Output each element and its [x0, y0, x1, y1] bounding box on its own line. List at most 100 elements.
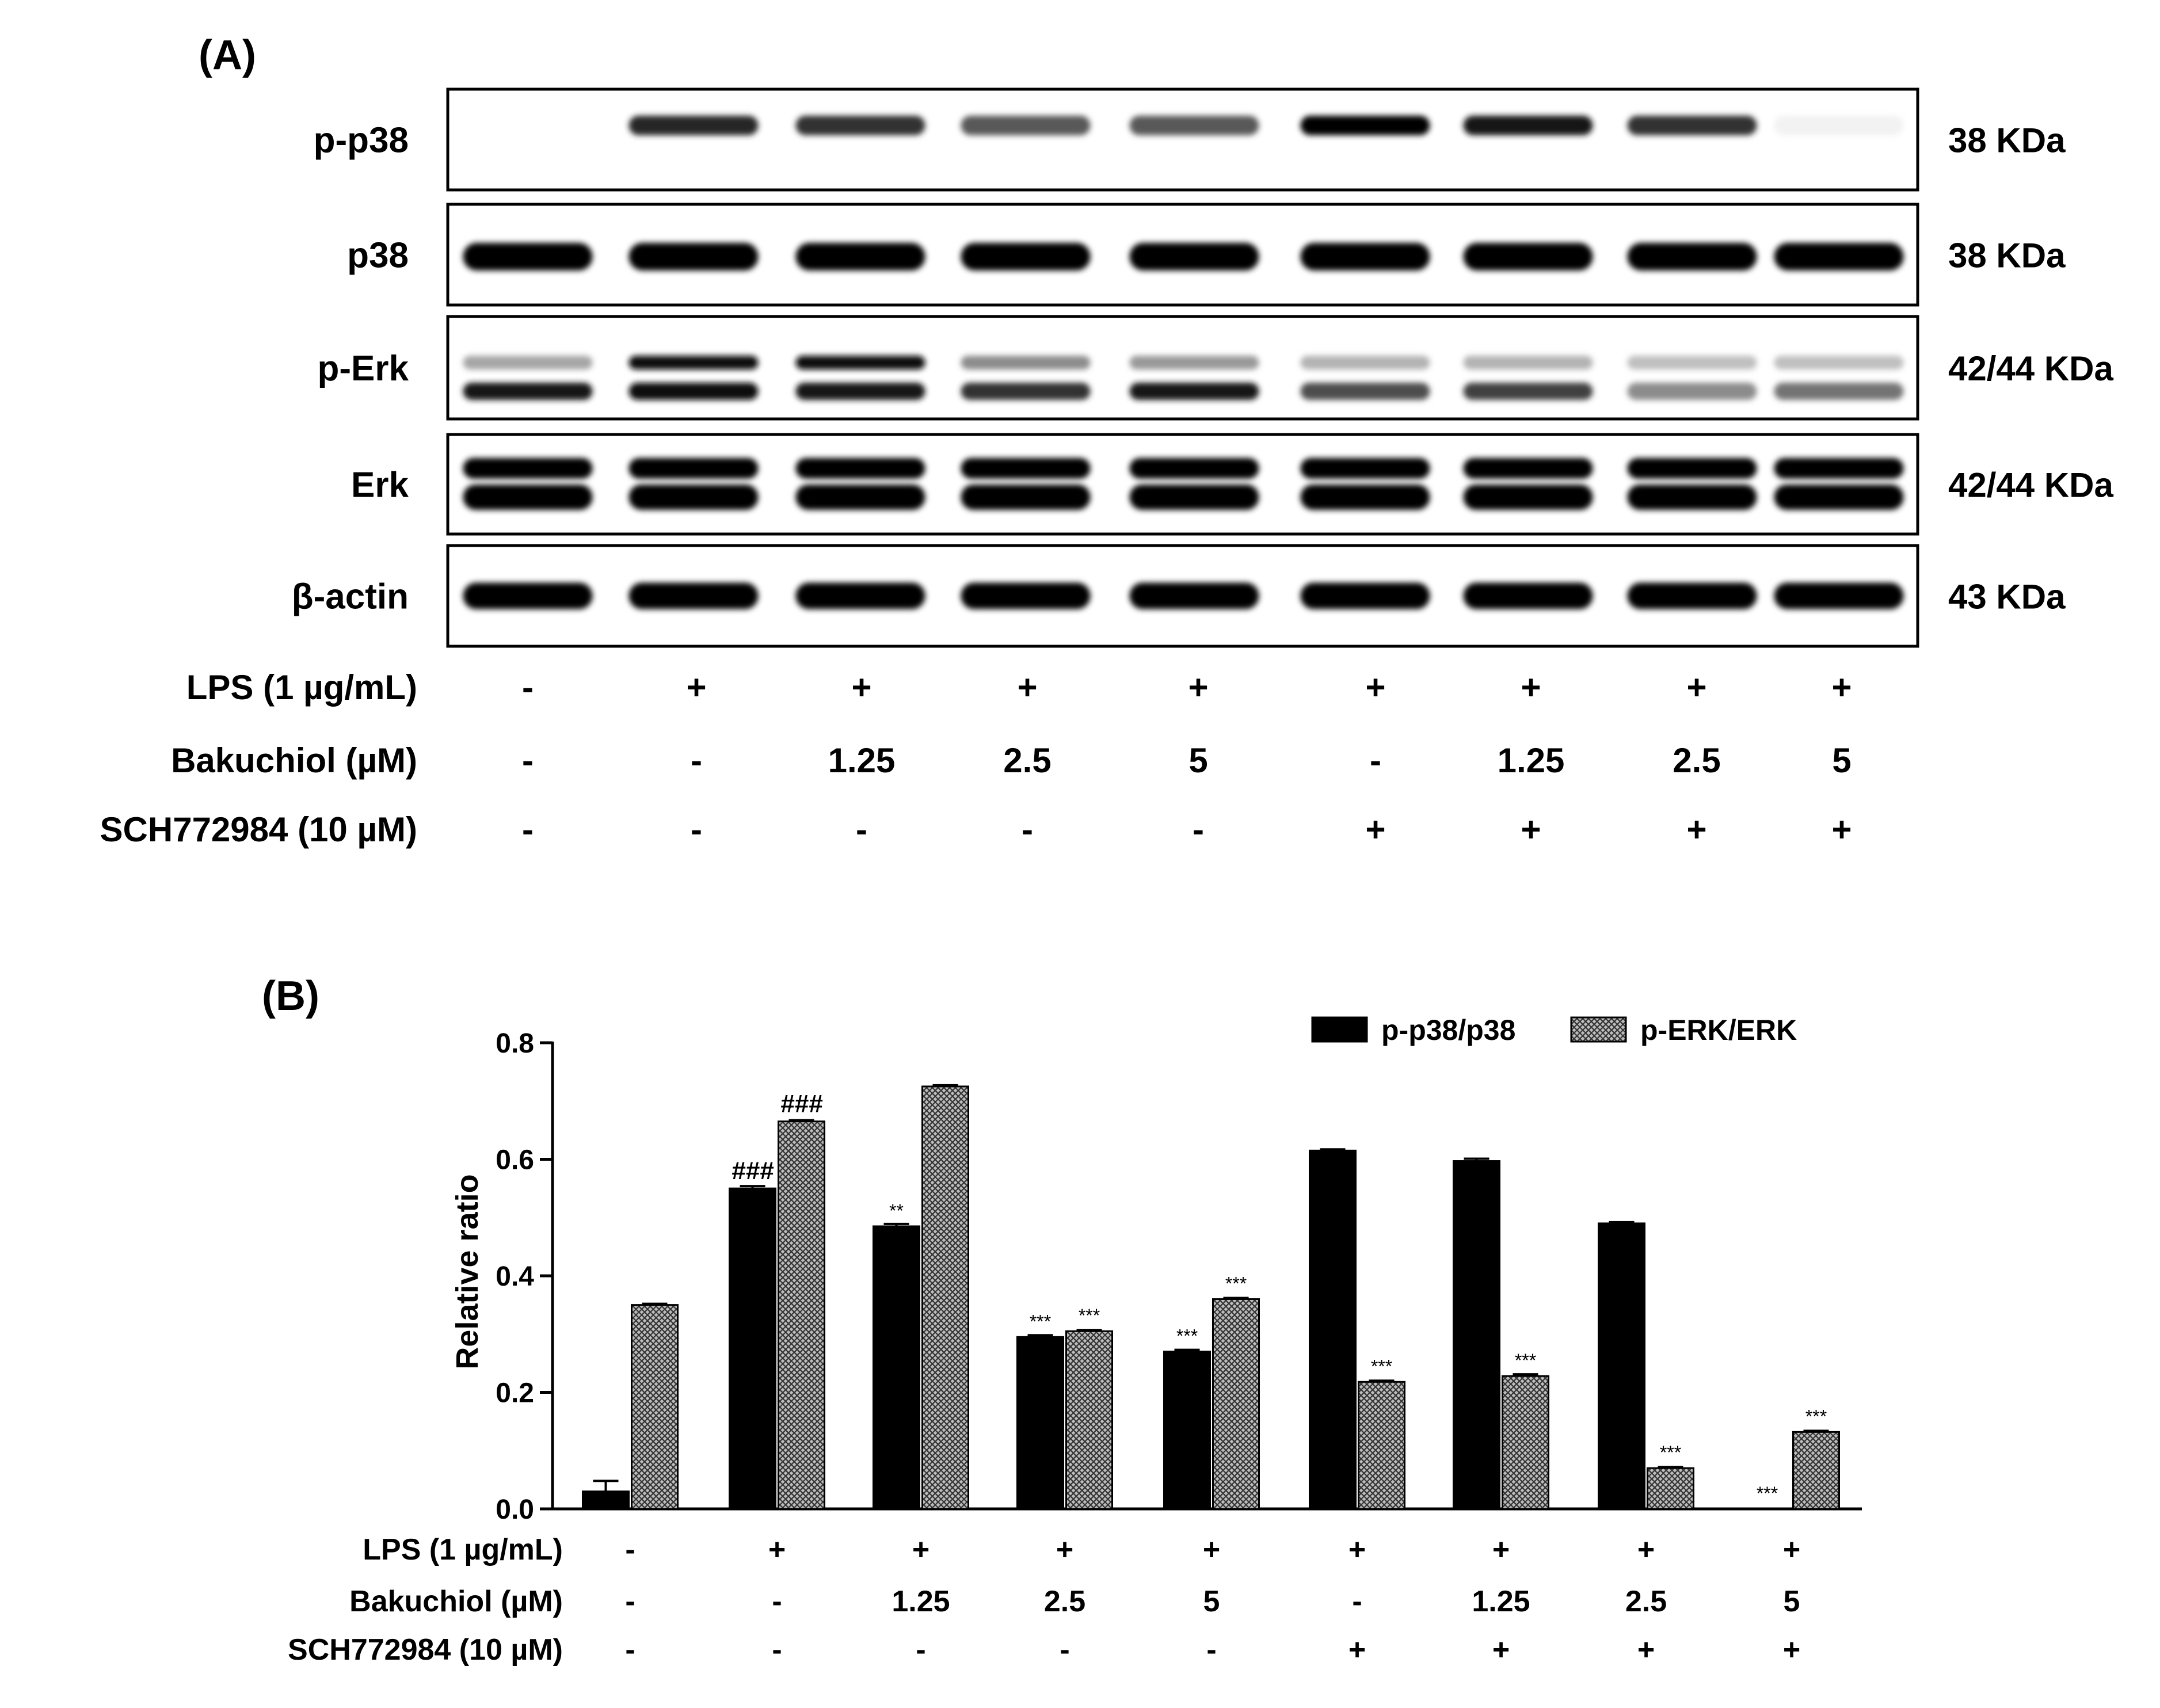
band-p38-lane-3 — [795, 243, 925, 270]
band-p-Erk-lower-lane-6 — [1300, 382, 1430, 400]
band-p-Erk-upper-lane-9 — [1774, 356, 1904, 370]
condition-value: 5 — [1784, 1585, 1800, 1618]
band-p-Erk-lower-lane-8 — [1627, 382, 1757, 400]
condition-value: 2.5 — [1673, 741, 1720, 780]
band-p-p38-lane-9 — [1774, 116, 1904, 135]
condition-label: SCH772984 (10 µM) — [100, 810, 417, 849]
condition-value: + — [1188, 668, 1208, 707]
condition-value: 2.5 — [1044, 1585, 1085, 1618]
condition-value: - — [1206, 1633, 1216, 1667]
band-p-Erk-lower-lane-3 — [795, 382, 925, 400]
band-p-p38-lane-8 — [1627, 116, 1757, 135]
band-Erk-lane-6 — [1300, 484, 1430, 510]
band-p-Erk-lower-lane-9 — [1774, 382, 1904, 400]
band-Erk-lane-7 — [1463, 458, 1593, 479]
condition-value: - — [625, 1533, 635, 1566]
band-p-Erk-lower-lane-1 — [463, 382, 593, 400]
band-Erk-lane-8 — [1627, 458, 1757, 479]
condition-value: + — [912, 1533, 929, 1566]
panel-b-conditions: LPS (1 µg/mL) - + + + + + + + + Bakuchiol (µM) - - 1.… — [288, 1533, 1800, 1667]
band-p38-lane-7 — [1463, 243, 1593, 270]
band-Erk-lane-5 — [1129, 458, 1259, 479]
blot-size-label: 42/44 KDa — [1948, 349, 2113, 388]
condition-value: - — [856, 810, 867, 849]
band-p-Erk-upper-lane-4 — [961, 356, 1091, 370]
band-p-Erk-upper-lane-5 — [1129, 356, 1259, 370]
band-p-p38-lane-6 — [1300, 116, 1430, 135]
y-tick-label: 0.6 — [496, 1145, 534, 1176]
condition-value: + — [851, 668, 871, 707]
bar-erk-4 — [1065, 1330, 1113, 1510]
band-p-p38-lane-4 — [961, 116, 1091, 135]
band-Erk-lane-5 — [1129, 484, 1259, 510]
condition-value: + — [1056, 1533, 1073, 1566]
condition-value: - — [1193, 810, 1204, 849]
band-p38-lane-4 — [961, 243, 1091, 270]
y-tick-label: 0.4 — [496, 1261, 534, 1292]
significance-label: *** — [1030, 1311, 1051, 1332]
band-p-p38-lane-3 — [795, 116, 925, 135]
condition-value: 5 — [1832, 741, 1851, 780]
condition-value: 1.25 — [1498, 741, 1565, 780]
y-axis: 0.0 0.2 0.4 0.6 0.8 — [496, 1028, 554, 1525]
legend-label: p-ERK/ERK — [1640, 1014, 1797, 1046]
band-p38-lane-1 — [463, 243, 593, 270]
condition-value: + — [1492, 1633, 1510, 1667]
condition-value: - — [625, 1585, 635, 1618]
band-Erk-lane-2 — [628, 458, 759, 479]
condition-value: + — [1203, 1533, 1220, 1566]
blot-label: Erk — [351, 466, 409, 505]
condition-value: - — [522, 668, 534, 707]
panel-b-label: (B) — [262, 973, 319, 1019]
bar-erk-8 — [1647, 1467, 1694, 1510]
blot-size-label: 38 KDa — [1948, 121, 2066, 160]
bar-erk-3 — [921, 1085, 969, 1510]
band-Erk-lane-3 — [795, 458, 925, 479]
band-β-actin-lane-2 — [628, 582, 759, 609]
condition-value: - — [625, 1633, 635, 1667]
band-p-Erk-upper-lane-7 — [1463, 356, 1593, 370]
band-p-Erk-upper-lane-2 — [628, 356, 759, 370]
condition-value: - — [691, 741, 702, 780]
bar-chart: 0.00.20.40.60.8 Relative ratio ###******… — [450, 1014, 1862, 1525]
band-p-Erk-lower-lane-2 — [628, 382, 759, 400]
bar-p38-3 — [873, 1225, 920, 1510]
band-p38-lane-9 — [1774, 243, 1904, 270]
condition-value: + — [1637, 1633, 1655, 1667]
band-β-actin-lane-7 — [1463, 582, 1593, 609]
legend: p-p38/p38 p-ERK/ERK — [1311, 1014, 1797, 1046]
condition-value: - — [691, 810, 702, 849]
blot-box-p-p38 — [446, 87, 1919, 192]
condition-value: + — [1831, 810, 1852, 849]
condition-value: + — [768, 1533, 786, 1566]
band-p-Erk-upper-lane-8 — [1627, 356, 1757, 370]
y-tick-label: 0.8 — [496, 1028, 534, 1059]
condition-value: + — [1686, 810, 1706, 849]
bar-erk-7 — [1502, 1375, 1549, 1510]
band-p-Erk-upper-lane-3 — [795, 356, 925, 370]
condition-value: - — [1060, 1633, 1069, 1667]
bar-erk-9 — [1792, 1431, 1840, 1510]
bars: ###***********###********* ********* — [582, 1084, 1840, 1510]
significance-label: *** — [1176, 1326, 1198, 1347]
band-p-Erk-lower-lane-7 — [1463, 382, 1593, 400]
band-Erk-lane-7 — [1463, 484, 1593, 510]
condition-value: + — [1348, 1533, 1366, 1566]
band-p-Erk-upper-lane-1 — [463, 356, 593, 370]
blot-label: p-p38 — [314, 121, 409, 161]
condition-label: Bakuchiol (µM) — [171, 741, 417, 780]
band-β-actin-lane-9 — [1774, 582, 1904, 609]
condition-value: + — [1492, 1533, 1510, 1566]
condition-value: 5 — [1188, 741, 1207, 780]
blot-box-Erk — [446, 433, 1919, 536]
significance-label: *** — [1371, 1356, 1392, 1377]
condition-value: + — [1365, 668, 1385, 707]
condition-value: - — [522, 741, 534, 780]
band-Erk-lane-8 — [1627, 484, 1757, 510]
condition-value: - — [772, 1585, 782, 1618]
band-Erk-lane-6 — [1300, 458, 1430, 479]
panel-a-conditions: LPS (1 µg/mL) - + + + + + + + + Bakuchiol (µM) - - 1.… — [100, 668, 1852, 849]
significance-label: ### — [780, 1090, 823, 1118]
band-Erk-lane-2 — [628, 484, 759, 510]
